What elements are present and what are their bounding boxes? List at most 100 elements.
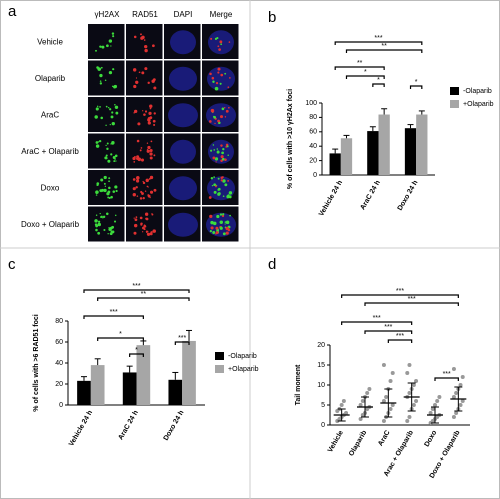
significance-bracket — [334, 66, 385, 70]
nucleus — [170, 30, 196, 55]
focus — [150, 140, 153, 143]
focus — [149, 175, 154, 180]
focus — [95, 228, 98, 232]
focus — [115, 111, 119, 115]
focus — [210, 226, 214, 230]
focus — [227, 154, 229, 156]
focus — [147, 233, 149, 236]
focus — [224, 116, 227, 118]
bar — [77, 380, 91, 405]
focus — [153, 112, 156, 115]
data-point — [384, 395, 389, 399]
data-point — [407, 415, 412, 419]
focus — [133, 217, 135, 219]
focus — [133, 161, 136, 163]
data-point — [341, 399, 346, 403]
focus — [146, 231, 148, 234]
focus — [217, 119, 220, 123]
focus — [217, 67, 221, 71]
data-point — [414, 379, 419, 383]
data-point — [388, 407, 393, 411]
significance-label: ** — [381, 43, 387, 50]
focus — [152, 119, 156, 123]
significance-bracket — [97, 297, 190, 301]
legend-label: -Olaparib — [463, 88, 492, 95]
focus — [140, 147, 143, 149]
focus — [210, 37, 213, 40]
y-tick-label: 0 — [313, 172, 317, 179]
focus — [226, 145, 229, 148]
focus — [143, 113, 146, 116]
significance-label: *** — [408, 296, 416, 303]
focus — [215, 231, 219, 235]
panel-letter: a — [8, 3, 17, 20]
focus — [213, 115, 217, 119]
y-axis-title: % of cells with >10 γH2Ax foci — [287, 89, 294, 189]
focus — [214, 185, 217, 188]
data-point — [411, 403, 416, 407]
x-tick-label: AraC — [377, 429, 391, 447]
panel-letter: d — [268, 256, 276, 273]
focus — [152, 44, 155, 48]
focus — [146, 149, 150, 153]
focus — [144, 110, 148, 113]
significance-label: *** — [373, 315, 381, 322]
bar — [136, 345, 151, 405]
focus — [147, 186, 149, 188]
data-point — [414, 399, 419, 403]
nucleus — [207, 176, 235, 201]
bar — [416, 114, 428, 175]
y-tick-label: 0 — [59, 402, 63, 409]
focus — [108, 180, 110, 183]
focus — [110, 230, 113, 233]
focus — [132, 178, 136, 181]
row-label: Olaparib — [35, 74, 66, 83]
focus — [224, 158, 227, 161]
x-tick-label: Doxo — [424, 429, 439, 448]
focus — [112, 190, 116, 193]
focus — [215, 161, 217, 163]
focus — [153, 86, 157, 90]
y-tick-label: 5 — [321, 402, 325, 409]
y-tick-label: 15 — [317, 362, 325, 369]
focus — [95, 141, 99, 144]
focus — [220, 179, 223, 182]
significance-bracket — [387, 339, 413, 343]
bar — [168, 379, 183, 405]
significance-label: ** — [141, 291, 147, 298]
x-tick-label: AraC 24 h — [359, 179, 381, 211]
data-point — [339, 403, 344, 407]
significance-bracket — [364, 302, 459, 306]
nucleus — [168, 212, 198, 237]
focus — [147, 81, 150, 85]
y-tick-label: 80 — [55, 318, 63, 325]
focus — [136, 139, 140, 143]
focus — [208, 196, 212, 199]
focus — [96, 183, 99, 187]
focus — [96, 105, 99, 108]
focus — [222, 179, 226, 183]
bar — [90, 365, 105, 405]
focus — [133, 156, 136, 158]
row-label: AraC + Olaparib — [21, 147, 79, 156]
focus — [99, 82, 103, 85]
focus — [106, 147, 109, 151]
focus — [95, 144, 100, 148]
focus — [114, 104, 116, 106]
focus — [148, 111, 152, 116]
significance-label: *** — [396, 333, 404, 340]
focus — [137, 122, 141, 126]
focus — [147, 194, 150, 197]
focus — [214, 86, 219, 91]
data-point — [358, 417, 363, 421]
focus — [152, 229, 156, 233]
focus — [147, 230, 149, 233]
focus — [132, 68, 137, 72]
y-tick-label: 60 — [55, 339, 63, 346]
focus — [140, 223, 143, 226]
focus — [221, 151, 224, 155]
data-point — [460, 399, 465, 403]
focus — [228, 106, 230, 109]
significance-label: *** — [132, 283, 140, 290]
